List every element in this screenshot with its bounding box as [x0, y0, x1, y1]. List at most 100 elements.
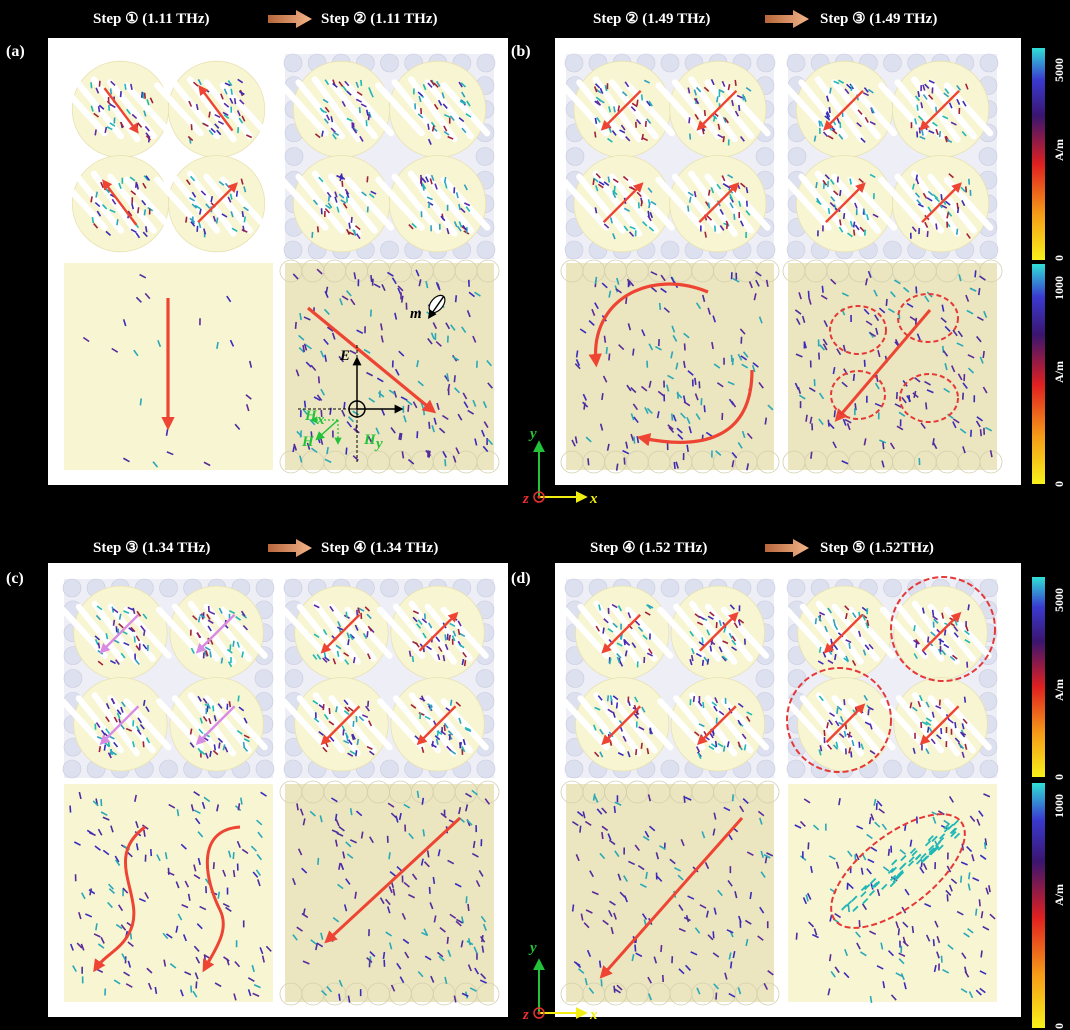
field-vector [952, 819, 959, 827]
field-vector [612, 695, 619, 701]
slot [894, 79, 945, 140]
field-vector [646, 748, 650, 755]
field-vector [192, 615, 198, 621]
field-vector [686, 417, 691, 425]
field-vector [671, 325, 676, 333]
field-vector [325, 204, 331, 210]
field-vector [317, 857, 320, 865]
field-vector [202, 122, 209, 128]
field-vector [139, 724, 145, 730]
field-vector [631, 102, 638, 108]
field-vector [713, 363, 721, 369]
field-vector [712, 729, 715, 736]
field-vector [626, 384, 632, 392]
field-vector [685, 964, 691, 972]
field-vector [354, 891, 357, 899]
field-vector [794, 824, 802, 829]
field-vector [297, 848, 303, 856]
field-vector [135, 635, 141, 642]
field-vector [935, 106, 938, 113]
slot [799, 695, 848, 754]
field-vector [332, 658, 337, 665]
panel-label-b: (b) [511, 43, 531, 60]
field-vector [137, 717, 143, 724]
slot [74, 173, 125, 234]
field-arrow-diagonal-b [834, 309, 932, 422]
field-vector [838, 134, 844, 140]
field-vector [326, 446, 329, 455]
field-vector [411, 655, 415, 663]
field-vector [663, 307, 670, 314]
field-vector [350, 216, 353, 224]
field-vector [229, 97, 234, 104]
field-vector [217, 891, 221, 899]
field-vector [920, 102, 924, 109]
field-vector [601, 831, 604, 840]
field-vector [199, 717, 203, 724]
field-vector [455, 920, 462, 927]
field-vector [146, 967, 153, 974]
resonator-tile-0 [58, 54, 273, 259]
field-vector [443, 130, 450, 136]
axis-label-x-top: x [589, 491, 598, 507]
periodic-cell-circle [756, 240, 776, 260]
field-vector [867, 706, 874, 711]
field-vector [453, 995, 457, 1003]
field-vector [420, 858, 424, 866]
field-vector [575, 359, 581, 367]
field-vector [585, 436, 592, 443]
field-vector [838, 798, 841, 806]
field-vector [718, 620, 722, 627]
field-vector [465, 206, 471, 212]
field-vector [921, 607, 925, 614]
field-tile-13 [279, 780, 500, 1006]
field-vector [344, 188, 350, 195]
field-vector [851, 659, 857, 666]
field-vector [627, 323, 632, 331]
field-vector [216, 129, 222, 136]
field-vector [421, 746, 425, 753]
field-vector [703, 109, 707, 117]
field-vector [917, 203, 924, 208]
field-vector [733, 622, 739, 629]
field-vector [181, 904, 189, 909]
field-vector [630, 387, 637, 394]
field-vector [641, 913, 648, 920]
field-vector [73, 841, 81, 846]
field-vector [623, 225, 629, 232]
field-vector [469, 987, 477, 992]
field-vector [863, 438, 867, 446]
periodic-cell-circle [660, 240, 680, 260]
field-vector [206, 613, 211, 620]
field-vector [417, 113, 424, 119]
field-vector [729, 604, 735, 610]
field-vector [129, 176, 136, 182]
field-vector [876, 965, 884, 970]
field-vector [739, 220, 744, 227]
field-vector [861, 903, 868, 911]
field-vector [969, 815, 976, 822]
field-vector [345, 611, 348, 618]
field-vector [187, 135, 194, 142]
field-vector [302, 344, 306, 353]
field-vector [637, 626, 644, 632]
field-vector [93, 933, 101, 938]
highlight-circle [786, 667, 892, 773]
field-vector [109, 88, 113, 95]
field-vector [457, 413, 463, 421]
field-vector [737, 987, 742, 995]
field-vector [860, 867, 864, 875]
field-vector [917, 90, 920, 98]
field-vector [827, 419, 830, 427]
field-vector [461, 658, 465, 666]
field-vector [647, 794, 652, 802]
field-vector [628, 860, 636, 866]
slot [295, 173, 346, 234]
field-vector [687, 205, 690, 212]
field-vector [339, 298, 344, 306]
field-vector [130, 190, 137, 196]
field-vector [434, 735, 441, 741]
field-vector [955, 228, 959, 235]
field-vector [599, 87, 604, 95]
field-vector [695, 413, 701, 420]
